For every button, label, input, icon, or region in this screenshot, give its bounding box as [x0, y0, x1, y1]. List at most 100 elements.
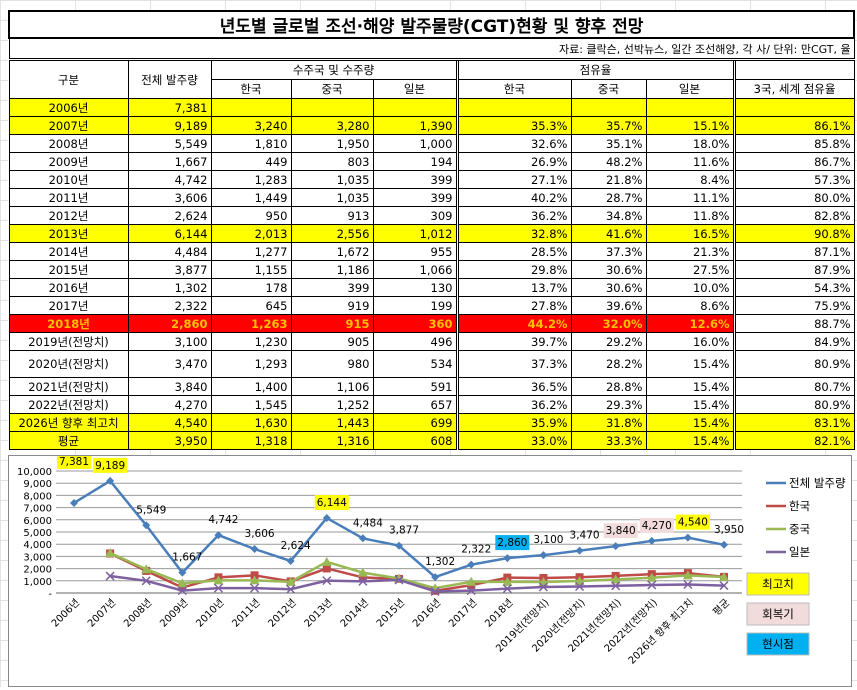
row-label: 2013년: [8, 224, 129, 243]
data-point: [213, 575, 224, 585]
source-note: 자료: 클락슨, 선박뉴스, 일간 조선해양, 각 사/ 단위: 만CGT, 율: [8, 37, 855, 61]
series-line: [109, 551, 725, 590]
header-korea: 한국: [210, 79, 292, 99]
korea-share-cell: 35.3%: [455, 116, 572, 135]
total-cell: 2,860: [127, 314, 212, 333]
data-label: 3,840: [606, 525, 636, 537]
table-row: 2021년(전망치) 3,840 1,400 1,106 591 36.5% 28.8% 15…: [8, 377, 855, 396]
table-row: 2026년 향후 최고치 4,540 1,630 1,443 699 35.9% 31.8%…: [8, 413, 855, 432]
china-cell: 1,252: [290, 395, 374, 414]
china-share-cell: 39.6%: [570, 296, 647, 315]
china-share-cell: 33.3%: [570, 431, 647, 450]
data-label: 2,624: [281, 540, 311, 552]
korea-share-cell: 26.9%: [455, 152, 572, 171]
x-tick-label: 2006년: [49, 597, 82, 630]
data-point: [502, 576, 513, 586]
china-cell: 1,443: [290, 413, 374, 432]
table-row: 평균 3,950 1,318 1,316 608 33.0% 33.3% 15.4% 82.1%: [8, 431, 855, 450]
y-tick-label: 6,000: [23, 516, 52, 527]
data-label: 4,742: [208, 514, 238, 526]
table-title: 년도별 글로벌 조선·해양 발주물량(CGT)현황 및 향후 전망: [7, 10, 856, 39]
x-tick-label: 2026년 향후 최고치: [626, 597, 696, 667]
three-share-cell: 54.3%: [732, 278, 855, 297]
data-point: [285, 576, 296, 586]
data-label: 6,144: [317, 497, 347, 509]
data-label-highlight: [93, 457, 128, 473]
three-share-cell: [732, 98, 855, 117]
korea-cell: 1,318: [210, 431, 292, 450]
data-label: 1,302: [425, 556, 455, 568]
korea-cell: 1,155: [210, 260, 292, 279]
data-point: [682, 570, 693, 580]
x-tick-label: 2009년: [157, 597, 190, 630]
y-tick-label: 2,000: [23, 565, 52, 576]
data-point: [322, 564, 331, 573]
data-point: [142, 521, 151, 530]
japan-share-cell: 16.5%: [645, 224, 735, 243]
header-total: 전체 발주량: [127, 59, 212, 99]
korea-share-cell: 32.8%: [455, 224, 572, 243]
y-tick-label: 7,000: [23, 504, 52, 515]
data-point: [70, 498, 78, 507]
row-label: 2017년: [8, 296, 129, 315]
japan-cell: 399: [372, 170, 458, 189]
korea-share-cell: 27.1%: [455, 170, 572, 189]
table-row: 2015년 3,877 1,155 1,186 1,066 29.8% 30.6% 27.5%…: [8, 260, 855, 279]
japan-cell: 591: [372, 377, 458, 396]
korea-cell: 1,449: [210, 188, 292, 207]
total-cell: 2,624: [127, 206, 212, 225]
data-point: [683, 533, 692, 542]
table-row: 2010년 4,742 1,283 1,035 399 27.1% 21.8% 8.4% 57.…: [8, 170, 855, 189]
korea-cell: 449: [210, 152, 292, 171]
row-label: 2026년 향후 최고치: [8, 413, 129, 432]
annotation-key-recovery: [746, 602, 810, 626]
row-label: 2010년: [8, 170, 129, 189]
korea-cell: 1,810: [210, 134, 292, 153]
row-label: 2009년: [8, 152, 129, 171]
japan-cell: 194: [372, 152, 458, 171]
data-point: [177, 586, 187, 596]
japan-share-cell: 21.3%: [645, 242, 735, 261]
total-cell: 3,470: [127, 350, 212, 378]
china-cell: 905: [290, 332, 374, 351]
china-share-cell: 31.8%: [570, 413, 647, 432]
china-cell: 1,186: [290, 260, 374, 279]
header-orders-group: 수주국 및 수주량: [210, 59, 458, 80]
japan-cell: 1,390: [372, 116, 458, 135]
order-volume-chart[interactable]: -1,000 2,000 3,000 4,000 5,000 6,000 7,000 8,00…: [8, 453, 852, 687]
japan-share-cell: [645, 98, 735, 117]
japan-share-cell: 15.4%: [645, 350, 735, 378]
x-tick-label: 2010년: [194, 597, 227, 630]
x-tick-label: 2013년: [302, 597, 335, 630]
china-share-cell: 30.6%: [570, 260, 647, 279]
korea-cell: 1,283: [210, 170, 292, 189]
table-row: 2008년 5,549 1,810 1,950 1,000 32.6% 35.1% 18.0%…: [8, 134, 855, 153]
data-label: 4,484: [353, 517, 383, 529]
row-label: 2006년: [8, 98, 129, 117]
data-point: [502, 584, 512, 594]
data-point: [647, 536, 656, 545]
row-label: 2007년: [8, 116, 129, 135]
data-label-highlight: [495, 535, 530, 551]
data-label: 9,189: [95, 460, 125, 472]
y-tick-label: -: [48, 589, 52, 600]
korea-share-cell: 40.2%: [455, 188, 572, 207]
annotation-key-label: 회복기: [762, 607, 794, 621]
data-label: 3,950: [714, 524, 744, 536]
data-point: [141, 576, 151, 586]
data-label: 4,540: [678, 517, 708, 529]
china-share-cell: 48.2%: [570, 152, 647, 171]
three-share-cell: 80.0%: [732, 188, 855, 207]
china-share-cell: 29.3%: [570, 395, 647, 414]
korea-share-cell: 29.8%: [455, 260, 572, 279]
data-point: [358, 534, 367, 543]
data-label: 1,667: [172, 552, 202, 564]
three-share-cell: 75.9%: [732, 296, 855, 315]
data-label: 2,322: [461, 544, 491, 556]
china-share-cell: 32.0%: [570, 314, 647, 333]
x-tick-label: 2014년: [338, 597, 371, 630]
japan-share-cell: 8.4%: [645, 170, 735, 189]
table-row: 2018년 2,860 1,263 915 360 44.2% 32.0% 12.6% 88.7…: [8, 314, 855, 333]
data-label: 4,270: [642, 520, 672, 532]
china-share-cell: 34.8%: [570, 206, 647, 225]
